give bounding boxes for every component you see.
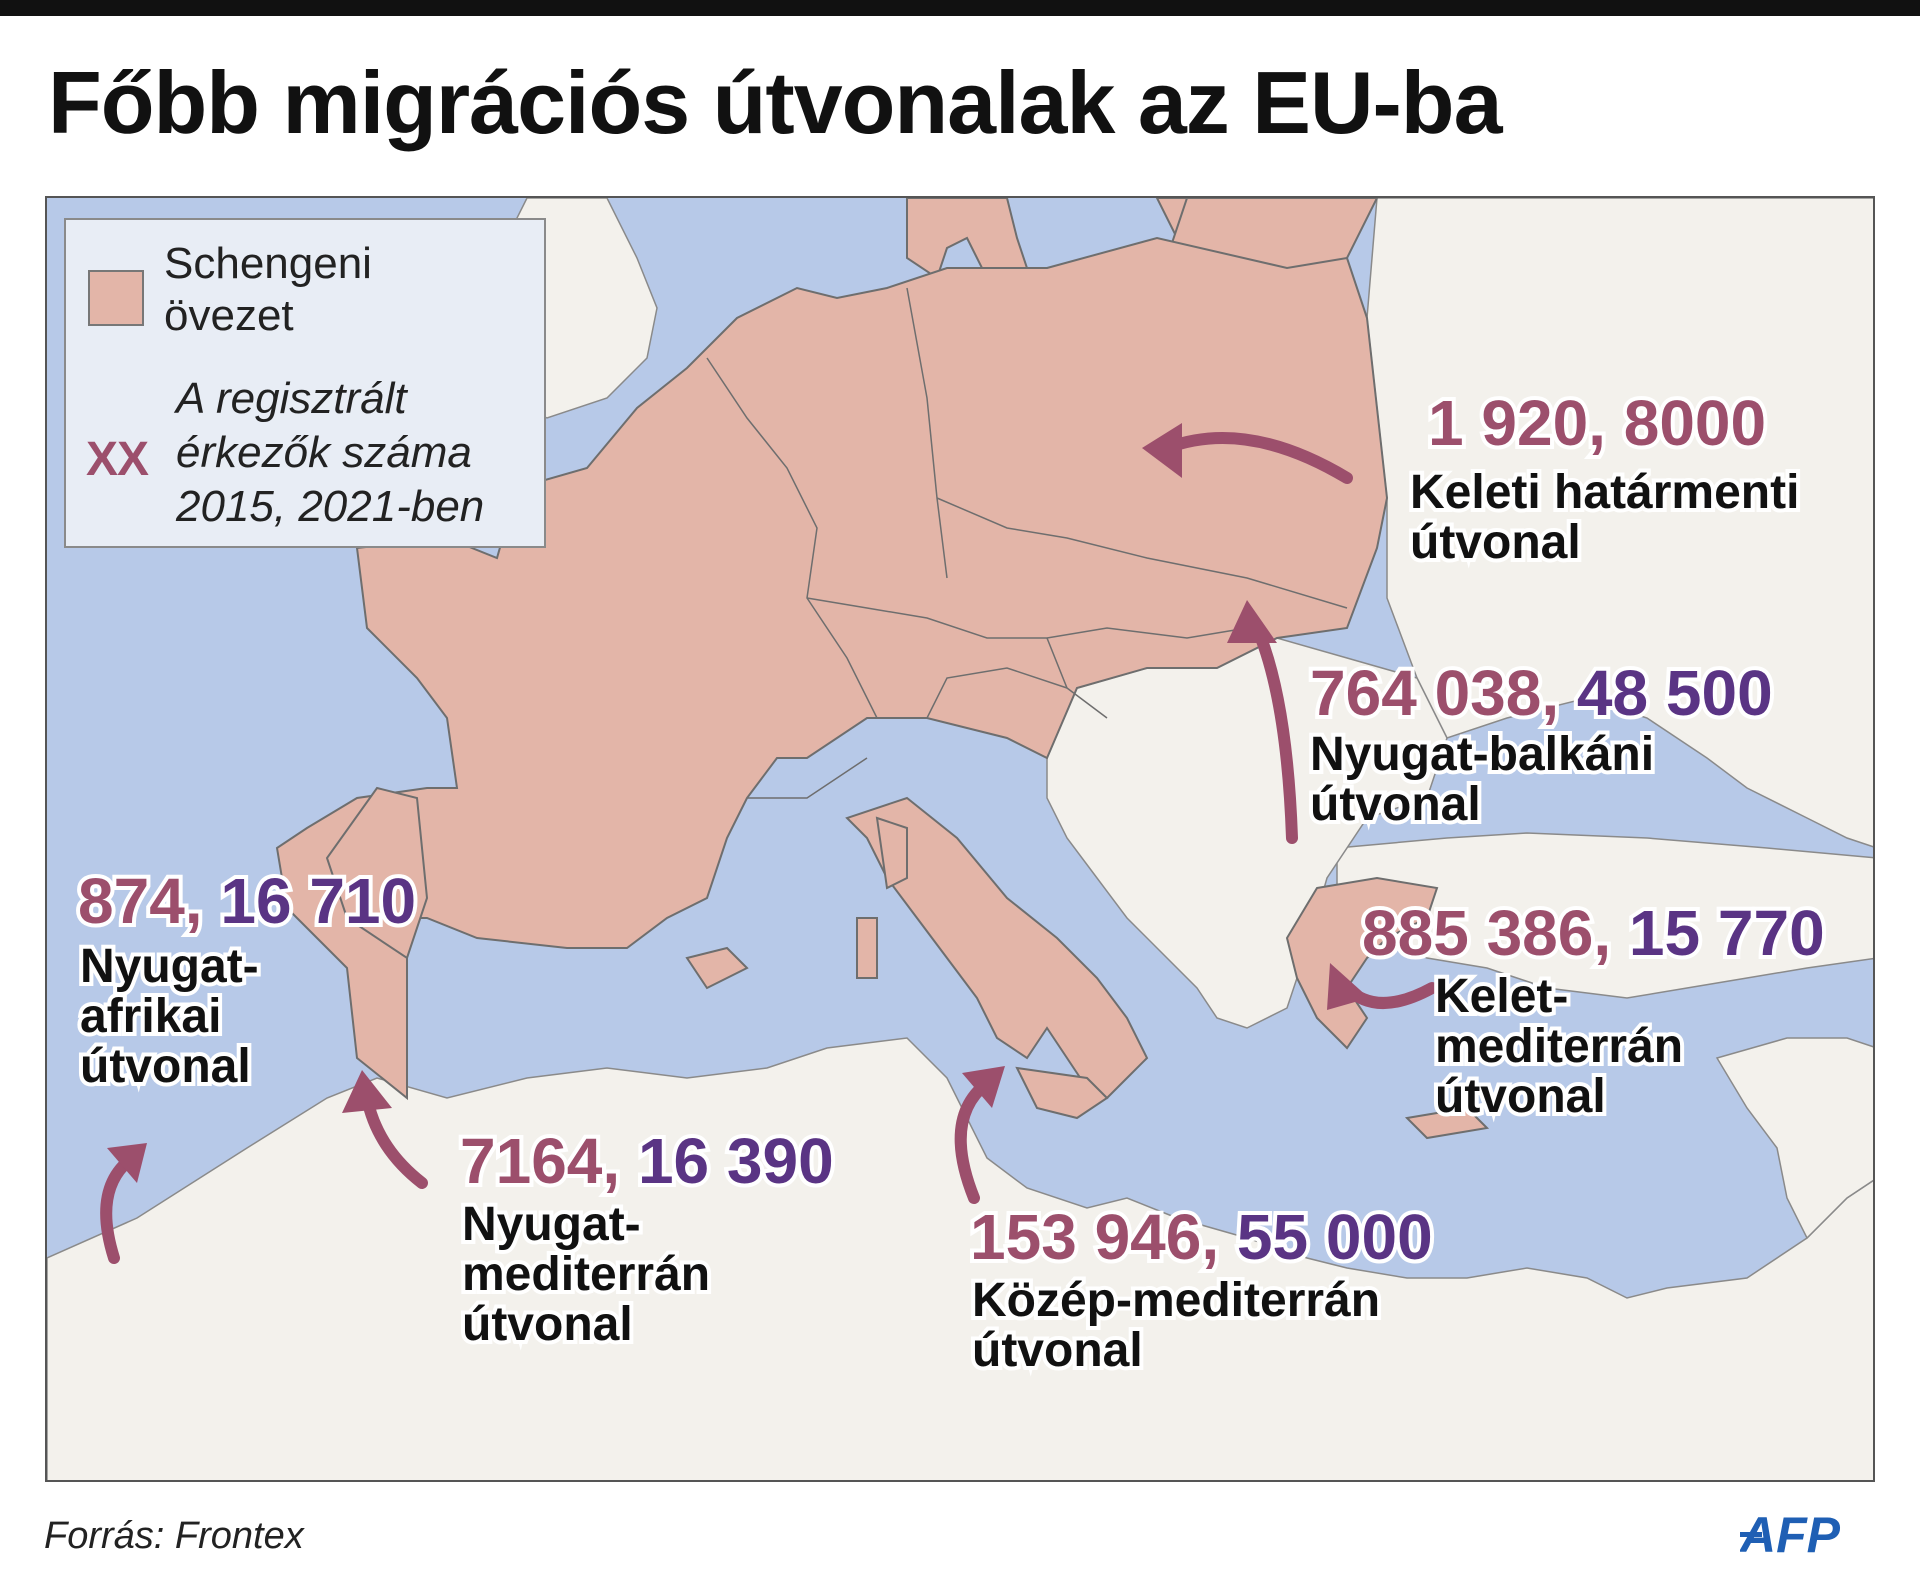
eastern-border-2015: 1 920 [1424, 384, 1592, 462]
page-title: Főbb migrációs útvonalak az EU-ba [48, 53, 1503, 152]
route-name-western-balkan: Nyugat-balkáni útvonal [1306, 726, 1730, 834]
central-med-2021: 55 000 [1233, 1198, 1437, 1276]
route-label-west-african: 874, 16 710 [74, 862, 420, 940]
eastern-border-name: Keleti határmenti útvonal [1406, 464, 1803, 572]
eastern-border-route-arrow [1161, 432, 1353, 484]
western-balkan-route-arrow [1251, 622, 1298, 844]
route-name-central-med: Közép-mediterrán útvonal [968, 1272, 1492, 1380]
central-med-arrowhead [962, 1066, 1005, 1108]
afp-logo: AFP [1740, 1507, 1841, 1562]
schengen-area [275, 198, 1490, 1140]
western-balkan-arrowhead [1227, 600, 1277, 643]
central-med-2015: 153 946 [966, 1198, 1205, 1276]
eastern-border-arrowhead [1142, 423, 1182, 478]
route-arrows [100, 423, 1438, 1264]
legend-marker: XX [86, 432, 149, 487]
eastern-med-2021: 15 770 [1625, 894, 1829, 972]
top-bar [0, 0, 1920, 16]
central-med-name: Közép-mediterrán útvonal [968, 1272, 1384, 1380]
western-med-2021: 16 390 [634, 1122, 838, 1200]
route-label-eastern-border: 1 920, 8000 [1424, 384, 1770, 462]
country-borders [706, 287, 1348, 799]
route-name-western-med: Nyugat-mediterrán útvonal [458, 1196, 772, 1354]
western-med-name: Nyugat-mediterrán útvonal [458, 1196, 714, 1354]
afp-logo-bar [1740, 1532, 1762, 1537]
legend: Schengeni övezet XX A regisztrált érkező… [64, 218, 546, 548]
eastern-med-name: Kelet-mediterrán útvonal [1431, 968, 1687, 1126]
eastern-med-2015: 885 386 [1358, 894, 1597, 972]
eastern-border-2021: 8000 [1620, 384, 1770, 462]
route-label-western-med: 7164, 16 390 [456, 1122, 838, 1200]
legend-marker-text: XX [86, 433, 149, 486]
route-label-western-balkan: 764 038, 48 500 [1306, 654, 1777, 732]
route-name-west-african: Nyugat-afrikai útvonal [76, 938, 300, 1096]
western-med-arrowhead [342, 1070, 392, 1113]
schengen-legend-label: Schengeni övezet [164, 239, 372, 340]
schengen-swatch [88, 270, 144, 326]
western-med-2015: 7164 [456, 1122, 606, 1200]
west-african-arrowhead [107, 1143, 147, 1183]
west-african-2021: 16 710 [216, 862, 420, 940]
west-african-name: Nyugat-afrikai útvonal [76, 938, 263, 1096]
legend-marker-description: A regisztrált érkezők száma 2015, 2021-b… [176, 374, 485, 531]
route-name-eastern-med: Kelet-mediterrán útvonal [1431, 968, 1735, 1126]
west-african-2015: 874 [74, 862, 189, 940]
route-name-eastern-border: Keleti határmenti útvonal [1406, 464, 1870, 572]
route-label-eastern-med: 885 386, 15 770 [1358, 894, 1829, 972]
source-note: Forrás: Frontex [44, 1515, 304, 1557]
western-balkan-2015: 764 038 [1306, 654, 1545, 732]
western-balkan-2021: 48 500 [1573, 654, 1777, 732]
route-label-central-med: 153 946, 55 000 [966, 1198, 1437, 1276]
western-balkan-name: Nyugat-balkáni útvonal [1306, 726, 1658, 834]
eastern-med-arrowhead [1327, 963, 1369, 1010]
